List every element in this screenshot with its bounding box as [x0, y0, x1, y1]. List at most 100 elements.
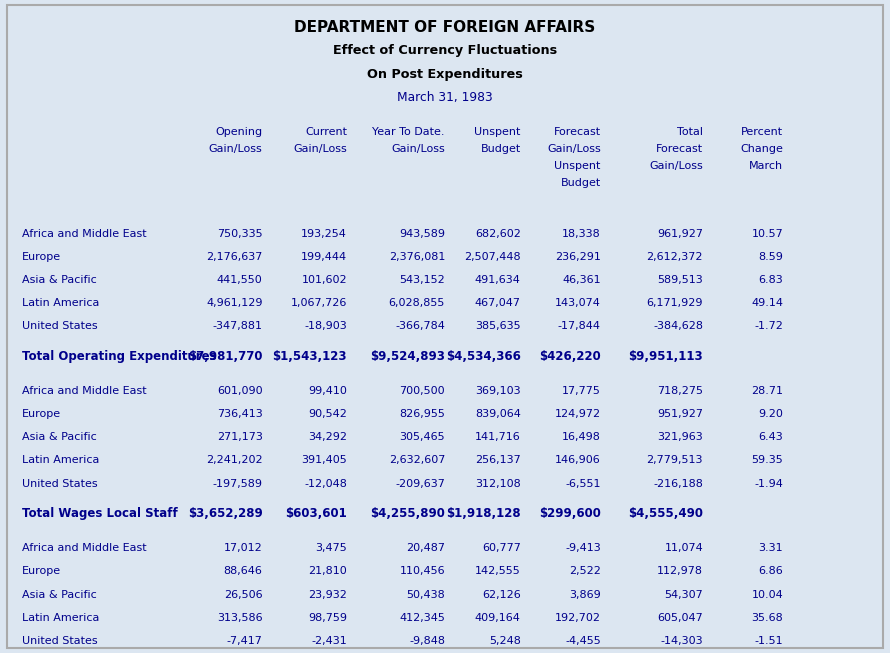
- Text: $9,524,893: $9,524,893: [370, 349, 445, 362]
- Text: 441,550: 441,550: [217, 275, 263, 285]
- Text: 18,338: 18,338: [562, 229, 601, 238]
- Text: -7,417: -7,417: [227, 636, 263, 646]
- Text: 736,413: 736,413: [217, 409, 263, 419]
- Text: -17,844: -17,844: [558, 321, 601, 331]
- Text: 50,438: 50,438: [406, 590, 445, 599]
- Text: 369,103: 369,103: [475, 386, 521, 396]
- Text: -9,413: -9,413: [565, 543, 601, 553]
- Text: 20,487: 20,487: [406, 543, 445, 553]
- Text: 59.35: 59.35: [751, 455, 783, 466]
- Text: 951,927: 951,927: [657, 409, 703, 419]
- Text: 141,716: 141,716: [475, 432, 521, 442]
- Text: 23,932: 23,932: [308, 590, 347, 599]
- Text: 543,152: 543,152: [400, 275, 445, 285]
- Text: Total: Total: [677, 127, 703, 137]
- Text: 16,498: 16,498: [562, 432, 601, 442]
- Text: Asia & Pacific: Asia & Pacific: [22, 275, 97, 285]
- Text: 3,869: 3,869: [569, 590, 601, 599]
- Text: $7,981,770: $7,981,770: [188, 349, 263, 362]
- Text: 2,507,448: 2,507,448: [464, 251, 521, 262]
- Text: $4,534,366: $4,534,366: [446, 349, 521, 362]
- Text: 700,500: 700,500: [400, 386, 445, 396]
- Text: 4,961,129: 4,961,129: [206, 298, 263, 308]
- Text: -1.72: -1.72: [755, 321, 783, 331]
- Text: Asia & Pacific: Asia & Pacific: [22, 432, 97, 442]
- Text: 49.14: 49.14: [751, 298, 783, 308]
- Text: 112,978: 112,978: [657, 566, 703, 577]
- Text: 236,291: 236,291: [554, 251, 601, 262]
- Text: March 31, 1983: March 31, 1983: [397, 91, 493, 104]
- Text: 750,335: 750,335: [217, 229, 263, 238]
- Text: 2,241,202: 2,241,202: [206, 455, 263, 466]
- Text: 2,376,081: 2,376,081: [389, 251, 445, 262]
- Text: -347,881: -347,881: [213, 321, 263, 331]
- Text: 6,028,855: 6,028,855: [389, 298, 445, 308]
- Text: 589,513: 589,513: [658, 275, 703, 285]
- Text: 321,963: 321,963: [658, 432, 703, 442]
- Text: -1.94: -1.94: [755, 479, 783, 488]
- Text: 99,410: 99,410: [308, 386, 347, 396]
- Text: Latin America: Latin America: [22, 455, 100, 466]
- Text: 826,955: 826,955: [399, 409, 445, 419]
- Text: 60,777: 60,777: [481, 543, 521, 553]
- Text: 199,444: 199,444: [301, 251, 347, 262]
- Text: -384,628: -384,628: [653, 321, 703, 331]
- Text: $4,255,890: $4,255,890: [370, 507, 445, 520]
- Text: 6,171,929: 6,171,929: [647, 298, 703, 308]
- Text: 385,635: 385,635: [475, 321, 521, 331]
- Text: Forecast: Forecast: [554, 127, 601, 137]
- Text: United States: United States: [22, 636, 98, 646]
- Text: Year To Date.: Year To Date.: [373, 127, 445, 137]
- Text: 193,254: 193,254: [301, 229, 347, 238]
- Text: 98,759: 98,759: [308, 613, 347, 623]
- Text: United States: United States: [22, 479, 98, 488]
- Text: 305,465: 305,465: [400, 432, 445, 442]
- Text: 35.68: 35.68: [751, 613, 783, 623]
- Text: -2,431: -2,431: [312, 636, 347, 646]
- Text: 8.59: 8.59: [758, 251, 783, 262]
- Text: 5,248: 5,248: [489, 636, 521, 646]
- Text: Gain/Loss: Gain/Loss: [392, 144, 445, 154]
- Text: 88,646: 88,646: [223, 566, 263, 577]
- Text: Total Wages Local Staff: Total Wages Local Staff: [22, 507, 178, 520]
- Text: -366,784: -366,784: [395, 321, 445, 331]
- Text: 409,164: 409,164: [474, 613, 521, 623]
- Text: 17,012: 17,012: [223, 543, 263, 553]
- Text: 601,090: 601,090: [217, 386, 263, 396]
- Text: 9.20: 9.20: [758, 409, 783, 419]
- Text: 11,074: 11,074: [664, 543, 703, 553]
- Text: Africa and Middle East: Africa and Middle East: [22, 229, 147, 238]
- Text: -4,455: -4,455: [565, 636, 601, 646]
- Text: 6.43: 6.43: [758, 432, 783, 442]
- Text: 491,634: 491,634: [474, 275, 521, 285]
- Text: -14,303: -14,303: [660, 636, 703, 646]
- Text: United States: United States: [22, 321, 98, 331]
- Text: -6,551: -6,551: [565, 479, 601, 488]
- Text: 605,047: 605,047: [658, 613, 703, 623]
- Text: Total Operating Expenditures: Total Operating Expenditures: [22, 349, 217, 362]
- Text: 2,176,637: 2,176,637: [206, 251, 263, 262]
- Text: 46,361: 46,361: [562, 275, 601, 285]
- Text: 192,702: 192,702: [554, 613, 601, 623]
- Text: 146,906: 146,906: [555, 455, 601, 466]
- Text: -197,589: -197,589: [213, 479, 263, 488]
- Text: Forecast: Forecast: [656, 144, 703, 154]
- Text: -9,848: -9,848: [409, 636, 445, 646]
- Text: Gain/Loss: Gain/Loss: [650, 161, 703, 171]
- Text: Budget: Budget: [481, 144, 521, 154]
- Text: Opening: Opening: [215, 127, 263, 137]
- Text: $4,555,490: $4,555,490: [628, 507, 703, 520]
- Text: March: March: [749, 161, 783, 171]
- Text: 6.83: 6.83: [758, 275, 783, 285]
- Text: 124,972: 124,972: [554, 409, 601, 419]
- Text: Europe: Europe: [22, 251, 61, 262]
- Text: 2,612,372: 2,612,372: [647, 251, 703, 262]
- Text: -216,188: -216,188: [653, 479, 703, 488]
- Text: Effect of Currency Fluctuations: Effect of Currency Fluctuations: [333, 44, 557, 57]
- Text: 1,067,726: 1,067,726: [291, 298, 347, 308]
- Text: Asia & Pacific: Asia & Pacific: [22, 590, 97, 599]
- Text: 101,602: 101,602: [302, 275, 347, 285]
- Text: Budget: Budget: [561, 178, 601, 188]
- Text: $3,652,289: $3,652,289: [188, 507, 263, 520]
- Text: -209,637: -209,637: [395, 479, 445, 488]
